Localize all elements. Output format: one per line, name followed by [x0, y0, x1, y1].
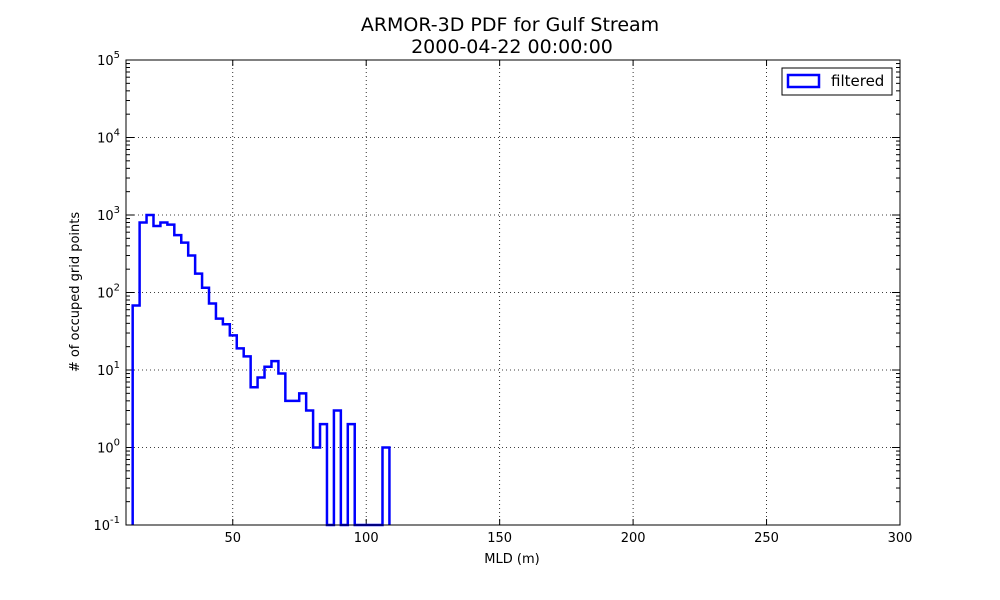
series	[131, 213, 391, 527]
tick-marks	[126, 59, 901, 526]
x-tick-label: 200	[621, 531, 646, 546]
chart-subtitle: 2000-04-22 00:00:00	[411, 36, 613, 58]
chart-title: ARMOR-3D PDF for Gulf Stream	[361, 14, 659, 36]
x-tick-label: 50	[224, 531, 241, 546]
legend: filtered	[781, 67, 893, 96]
series-line-filtered	[131, 213, 391, 527]
y-tick-label: 102	[97, 283, 120, 302]
y-tick-label: 103	[97, 205, 120, 224]
grid-lines	[126, 60, 900, 525]
x-tick-label: 100	[354, 531, 379, 546]
x-tick-label: 150	[487, 531, 512, 546]
x-tick-label: 300	[888, 531, 913, 546]
legend-label-filtered: filtered	[831, 72, 884, 90]
y-tick-label: 104	[97, 128, 120, 147]
plot-frame	[125, 59, 901, 526]
y-tick-label: 100	[97, 438, 120, 457]
y-tick-labels: 10-1 100 101 102 103 104 105	[93, 50, 120, 534]
legend-swatch	[786, 73, 821, 89]
y-tick-label: 101	[97, 360, 120, 379]
x-axis-label: MLD (m)	[484, 552, 539, 567]
x-tick-label: 250	[754, 531, 779, 546]
y-tick-label: 105	[97, 50, 120, 69]
y-axis-label: # of occuped grid points	[68, 212, 83, 373]
x-tick-labels: 50 100 150 200 250 300	[224, 531, 912, 546]
legend-box	[781, 67, 893, 96]
y-tick-label: 10-1	[93, 515, 120, 534]
